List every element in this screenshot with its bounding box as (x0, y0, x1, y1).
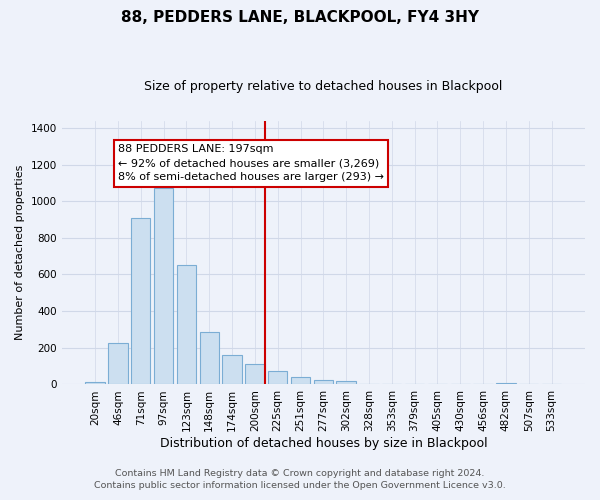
Bar (131, 218, 151, 384)
Text: 88, PEDDERS LANE, BLACKPOOL, FY4 3HY: 88, PEDDERS LANE, BLACKPOOL, FY4 3HY (121, 10, 479, 25)
Title: Size of property relative to detached houses in Blackpool: Size of property relative to detached ho… (144, 80, 503, 93)
Bar (245, 364, 265, 384)
Bar (314, 380, 333, 384)
Bar (496, 382, 515, 384)
Bar (177, 266, 196, 384)
Bar (108, 342, 128, 384)
Bar (291, 377, 310, 384)
X-axis label: Distribution of detached houses by size in Blackpool: Distribution of detached houses by size … (160, 437, 487, 450)
Bar (200, 332, 219, 384)
Text: Contains HM Land Registry data © Crown copyright and database right 2024.
Contai: Contains HM Land Registry data © Crown c… (94, 468, 506, 490)
Text: 88 PEDDERS LANE: 197sqm
← 92% of detached houses are smaller (3,269)
8% of semi-: 88 PEDDERS LANE: 197sqm ← 92% of detache… (118, 144, 384, 182)
Bar (223, 355, 242, 384)
Bar (85, 382, 105, 384)
Y-axis label: Number of detached properties: Number of detached properties (15, 165, 25, 340)
Bar (337, 381, 356, 384)
Bar (268, 372, 287, 384)
Bar (154, 188, 173, 384)
